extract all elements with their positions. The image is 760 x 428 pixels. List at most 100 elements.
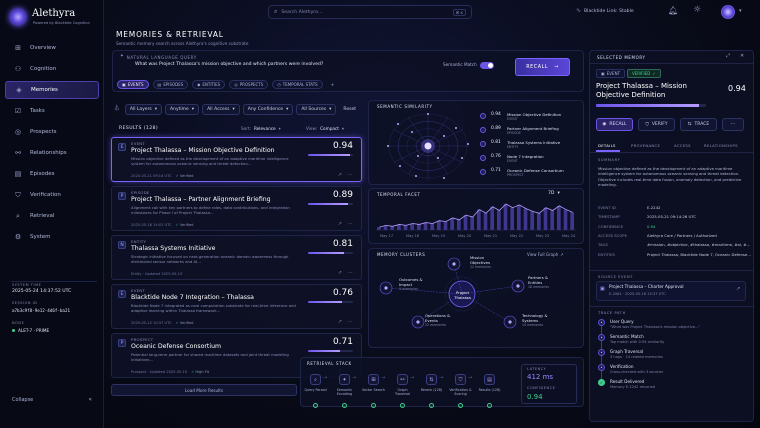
view-full-graph-link[interactable]: View Full Graph ↗ — [527, 252, 564, 257]
check-circle-icon: ✓ — [371, 403, 376, 408]
cluster-name[interactable]: Mission Objectives — [470, 255, 490, 265]
semantic-match-toggle[interactable] — [480, 62, 494, 69]
source-event-card[interactable] — [596, 281, 746, 301]
detail-recall-button[interactable]: ◉ RECALL — [596, 118, 633, 131]
trace-button[interactable]: ⇆ TRACE — [680, 118, 717, 131]
recall-button[interactable]: RECALL → — [515, 58, 570, 76]
tab-relationships[interactable]: RELATIONSHIPS — [704, 143, 738, 148]
similarity-name[interactable]: Oceanic Defense Consortium — [507, 168, 564, 173]
verify-button[interactable]: ⛉ VERIFY — [638, 118, 675, 131]
cluster-name[interactable]: Technology & Systems — [522, 313, 548, 323]
avatar[interactable] — [721, 5, 735, 19]
reset-button[interactable]: Reset — [343, 106, 356, 112]
tab-access[interactable]: ACCESS — [674, 143, 691, 148]
sidebar-item-overview[interactable]: ⊞ Overview — [5, 39, 99, 57]
cluster-name[interactable]: Operations & Events — [425, 313, 451, 323]
arrow-right-icon: → — [323, 375, 328, 381]
chevron-down-icon[interactable]: ▾ — [739, 8, 742, 14]
view-control[interactable]: View: Compact ▾ — [306, 126, 344, 131]
temporal-range[interactable]: 7D ▾ — [548, 191, 560, 196]
sidebar-item-cognition[interactable]: ⚇ Cognition — [5, 60, 99, 78]
arrow-right-icon: → — [439, 375, 444, 381]
cluster-name[interactable]: Partners & Entities — [528, 275, 548, 285]
sidebar-item-memories[interactable]: ◈ Memories — [5, 81, 99, 99]
search-input[interactable]: Search Alethyra... — [281, 9, 323, 15]
type-chip-prospects[interactable]: ◎ PROSPECTS — [229, 80, 269, 89]
filter-access[interactable]: All Access ▾ — [202, 103, 240, 115]
result-card[interactable]: P EPISODE Project Thalassa – Partner Align… — [111, 186, 362, 231]
type-chip-events[interactable]: ▣ EVENTS — [117, 80, 149, 89]
cluster-name[interactable]: Outcomes & Impact — [399, 277, 423, 287]
temporal-bar — [570, 212, 574, 230]
result-card[interactable]: E EVENT Blacktide Node 7 Integration – Tha… — [111, 284, 362, 329]
similarity-kind: PROSPECT — [507, 173, 524, 177]
temporal-bar — [550, 210, 554, 230]
type-chip-label: ENTITIES — [202, 82, 221, 87]
more-icon[interactable]: ⋯ — [348, 319, 353, 325]
more-button[interactable]: ··· — [722, 118, 744, 131]
add-type-button[interactable]: + — [330, 82, 335, 87]
close-icon[interactable]: ✕ — [740, 53, 745, 59]
type-chip-temporal-stats[interactable]: ◷ TEMPORAL STATS — [272, 80, 323, 89]
sidebar-item-label: Tasks — [30, 108, 45, 114]
session-id: a7b3c9f8-9e12-4d6f-ba21 — [12, 308, 70, 313]
open-icon[interactable]: ↗ — [337, 172, 342, 178]
filter-sources[interactable]: All Sources ▾ — [296, 103, 337, 115]
similarity-name[interactable]: Node 7 Integration — [507, 154, 544, 159]
temporal-bar — [463, 215, 468, 230]
sidebar-item-episodes[interactable]: ▤ Episodes — [5, 165, 99, 183]
search-icon: ⌕ — [16, 211, 20, 220]
temporal-bar — [383, 225, 388, 230]
similarity-name[interactable]: Mission Objective Definition — [507, 112, 562, 117]
temporal-tick-label: May 21 — [484, 234, 497, 238]
sidebar-item-system[interactable]: ⚙ System — [5, 228, 99, 246]
filter-time[interactable]: Anytime ▾ — [165, 103, 200, 115]
filter-layers[interactable]: All Layers ▾ — [124, 103, 163, 115]
result-meta: Entity · Updated 2025-05-19 — [131, 272, 182, 276]
open-icon[interactable]: ↗ — [337, 319, 342, 325]
more-icon[interactable]: ⋯ — [348, 172, 353, 178]
sidebar-item-label: Prospects — [30, 129, 57, 135]
result-type: PROSPECT — [131, 337, 154, 342]
open-icon[interactable]: ↗ — [337, 270, 342, 276]
sidebar-item-verification[interactable]: ⛉ Verification — [5, 186, 99, 204]
sidebar-item-retrieval[interactable]: ⌕ Retrieval — [5, 207, 99, 225]
trace-step-title: User Query — [610, 319, 634, 324]
collapse-button[interactable]: Collapse « — [12, 397, 92, 404]
tab-provenance[interactable]: PROVENANCE — [631, 143, 661, 148]
bell-icon[interactable]: 🔔︎ — [668, 6, 679, 15]
temporal-tick-label: May 18 — [406, 234, 420, 238]
more-icon[interactable]: ⋯ — [348, 270, 353, 276]
status-dot-icon — [12, 329, 15, 332]
open-icon[interactable]: ↗ — [337, 221, 342, 227]
temporal-bar — [510, 207, 514, 230]
more-icon[interactable]: ⋯ — [348, 221, 353, 227]
cluster-center[interactable]: Project Thalassa — [454, 290, 471, 300]
result-title: Project Thalassa – Partner Alignment Bri… — [131, 196, 271, 203]
type-chip-entities[interactable]: ◆ ENTITIES — [192, 80, 226, 89]
view-label: View: — [306, 126, 318, 131]
filter-confidence[interactable]: Any Confidence ▾ — [242, 103, 294, 115]
step-label: Graph Traversal — [395, 388, 410, 397]
global-search[interactable]: ⌕ Search Alethyra... ⌘ K — [268, 5, 472, 19]
tab-details[interactable]: DETAILS — [598, 143, 616, 148]
sort-control[interactable]: Sort: Relevance ▾ — [241, 126, 281, 131]
detail-panel-title: SELECTED MEMORY — [597, 55, 646, 60]
temporal-bar — [490, 206, 494, 230]
filter-icon[interactable]: ⏃ — [113, 105, 120, 112]
query-input[interactable]: What was Project Thalassa's mission obje… — [135, 62, 324, 67]
sidebar-item-relationships[interactable]: ⚯ Relationships — [5, 144, 99, 162]
sun-icon[interactable]: ☼ — [693, 5, 702, 15]
similarity-name[interactable]: Thalassa Systems Initiative — [507, 140, 561, 145]
result-card[interactable]: E EVENT Project Thalassa – Mission Objecti… — [111, 137, 362, 182]
sidebar-item-tasks[interactable]: ☑ Tasks — [5, 102, 99, 120]
temporal-bar — [523, 208, 528, 230]
load-more-button[interactable]: Load More Results — [111, 384, 297, 396]
type-chip-episodes[interactable]: ▤ EPISODES — [152, 80, 189, 89]
similarity-name[interactable]: Partner Alignment Briefing — [507, 126, 559, 131]
result-card[interactable]: N ENTITY Thalassa Systems Initiative Strate… — [111, 235, 362, 280]
external-link-icon[interactable]: ↗ — [736, 286, 741, 292]
expand-icon[interactable]: ⤢ — [726, 53, 731, 59]
sidebar-item-prospects[interactable]: ◎ Prospects — [5, 123, 99, 141]
similarity-title: SEMANTIC SIMILARITY — [377, 104, 433, 109]
